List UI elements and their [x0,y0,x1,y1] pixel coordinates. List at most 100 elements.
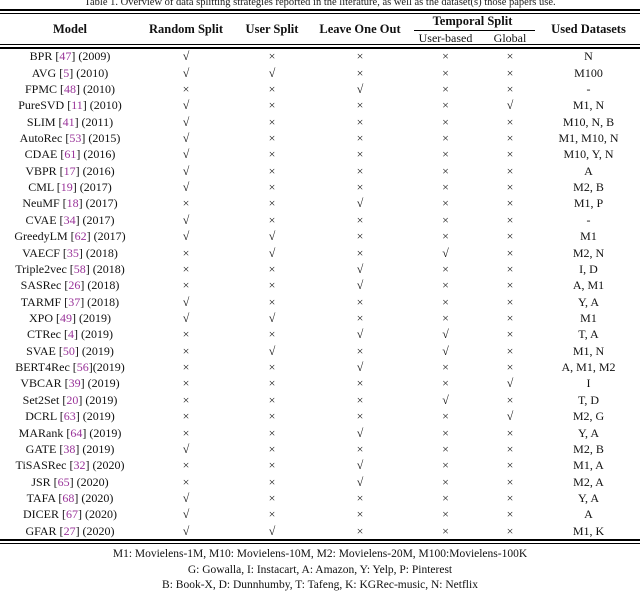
user-based-mark: × [442,441,449,456]
datasets-cell: M1 [580,229,597,244]
global-mark: × [506,327,514,342]
model-name-post: ] (2010) [76,81,116,96]
model-name-post: ](2019) [88,360,125,375]
model-name-post: ] (2020) [78,507,117,522]
model-cell: DCRL [63] (2019) [0,408,140,424]
model-cell: JSR [65] (2020) [0,474,140,490]
random-split-mark: × [182,261,190,276]
global-mark: × [506,458,514,473]
user-based-mark: √ [442,392,449,407]
citation-ref[interactable]: 61 [64,147,77,162]
random-split-mark: √ [182,294,190,309]
citation-ref[interactable]: 11 [71,98,83,113]
citation-ref[interactable]: 48 [64,81,77,96]
citation-ref[interactable]: 58 [73,261,86,276]
table-row: TAFA [68] (2020) √ × × × × Y, A [0,490,640,506]
user-based-mark: × [442,278,449,293]
citation-ref[interactable]: 63 [63,409,76,424]
leave-one-out-mark: √ [356,474,364,489]
citation-ref[interactable]: 18 [66,196,79,211]
user-based-mark: × [442,81,449,96]
citation-ref[interactable]: 37 [68,294,81,309]
citation-ref[interactable]: 41 [62,114,75,129]
col-header-leave-one-out: Leave One Out [319,22,401,36]
datasets-cell: M2, B [573,180,604,195]
model-cell: VAECF [35] (2018) [0,245,140,261]
model-cell: CDAE [61] (2016) [0,147,140,163]
model-name-pre: TARMF [ [20,294,69,309]
user-split-mark: × [268,212,276,227]
top-rule [0,9,640,14]
citation-ref[interactable]: 56 [76,360,89,375]
model-name-post: ] (2011) [74,114,114,129]
user-split-mark: × [268,180,276,195]
model-name-pre: DICER [ [23,507,66,522]
user-based-mark: × [442,376,449,391]
random-split-mark: √ [182,65,190,80]
citation-ref[interactable]: 4 [68,327,74,342]
model-name-pre: GATE [ [25,441,64,456]
citation-ref[interactable]: 34 [63,212,76,227]
citation-ref[interactable]: 19 [60,180,73,195]
citation-ref[interactable]: 67 [66,507,78,522]
model-cell: NeuMF [18] (2017) [0,196,140,212]
citation-ref[interactable]: 49 [60,311,72,325]
citation-ref[interactable]: 62 [74,229,87,244]
random-split-mark: × [182,196,190,211]
model-name-pre: CVAE [ [25,212,64,227]
user-split-mark: × [268,392,276,407]
datasets-cell: M2, N [572,245,605,260]
user-split-mark: × [268,196,276,211]
model-name-pre: AutoRec [ [19,131,70,146]
user-based-mark: × [442,311,449,325]
citation-ref[interactable]: 53 [69,131,82,146]
table-row: XPO [49] (2019) √ √ × × × M1 [0,310,640,326]
citation-ref[interactable]: 35 [66,245,79,260]
user-split-mark: × [268,409,276,424]
table-row: DCRL [63] (2019) × × × × √ M2, G [0,408,640,424]
model-cell: CVAE [34] (2017) [0,212,140,228]
model-name-post: ] (2018) [85,261,125,276]
user-based-mark: × [442,147,449,162]
model-cell: DICER [67] (2020) [0,507,140,523]
user-split-mark: × [268,458,276,473]
model-cell: PureSVD [11] (2010) [0,98,140,114]
citation-ref[interactable]: 64 [70,425,83,440]
leave-one-out-mark: √ [356,425,364,440]
citation-ref[interactable]: 26 [68,278,81,293]
citation-ref[interactable]: 32 [73,458,86,473]
citation-ref[interactable]: 20 [66,392,79,407]
citation-ref[interactable]: 65 [57,474,70,489]
datasets-cell: T, D [577,392,600,407]
table-row: VBPR [17] (2016) √ × × × × A [0,163,640,179]
global-mark: × [506,311,514,325]
model-name-post: ] (2015) [81,131,121,146]
citation-ref[interactable]: 39 [68,376,81,391]
user-split-mark: × [268,278,276,293]
table-row: JSR [65] (2020) × × √ × × M2, A [0,474,640,490]
citation-ref[interactable]: 17 [63,163,76,178]
citation-ref[interactable]: 27 [63,523,76,538]
datasets-cell: M2, B [573,441,604,456]
model-name-pre: FPMC [ [24,81,65,96]
table-row: CDAE [61] (2016) √ × × × × M10, Y, N [0,147,640,163]
citation-ref[interactable]: 50 [62,343,75,358]
datasets-cell: T, A [578,327,599,342]
table-row: GreedyLM [62] (2017) √ √ × × × M1 [0,229,640,245]
model-cell: BPR [47] (2009) [0,49,140,65]
model-name-pre: SLIM [ [26,114,63,129]
model-name-post: ] (2019) [75,409,115,424]
dataset-legend: M1: Movielens-1M, M10: Movielens-10M, M2… [0,547,640,594]
user-based-mark: × [442,229,449,244]
model-name-post: ] (2017) [75,212,115,227]
citation-ref[interactable]: 38 [63,441,76,456]
model-name-post: ] (2019) [74,343,114,358]
user-based-mark: × [442,180,449,195]
citation-ref[interactable]: 5 [63,65,70,80]
global-mark: × [506,147,514,162]
citation-ref[interactable]: 47 [59,49,72,64]
citation-ref[interactable]: 68 [62,490,75,505]
leave-one-out-mark: √ [356,278,364,293]
table-row: FPMC [48] (2010) × × √ × × - [0,81,640,97]
table-row: DICER [67] (2020) √ × × × × A [0,507,640,523]
